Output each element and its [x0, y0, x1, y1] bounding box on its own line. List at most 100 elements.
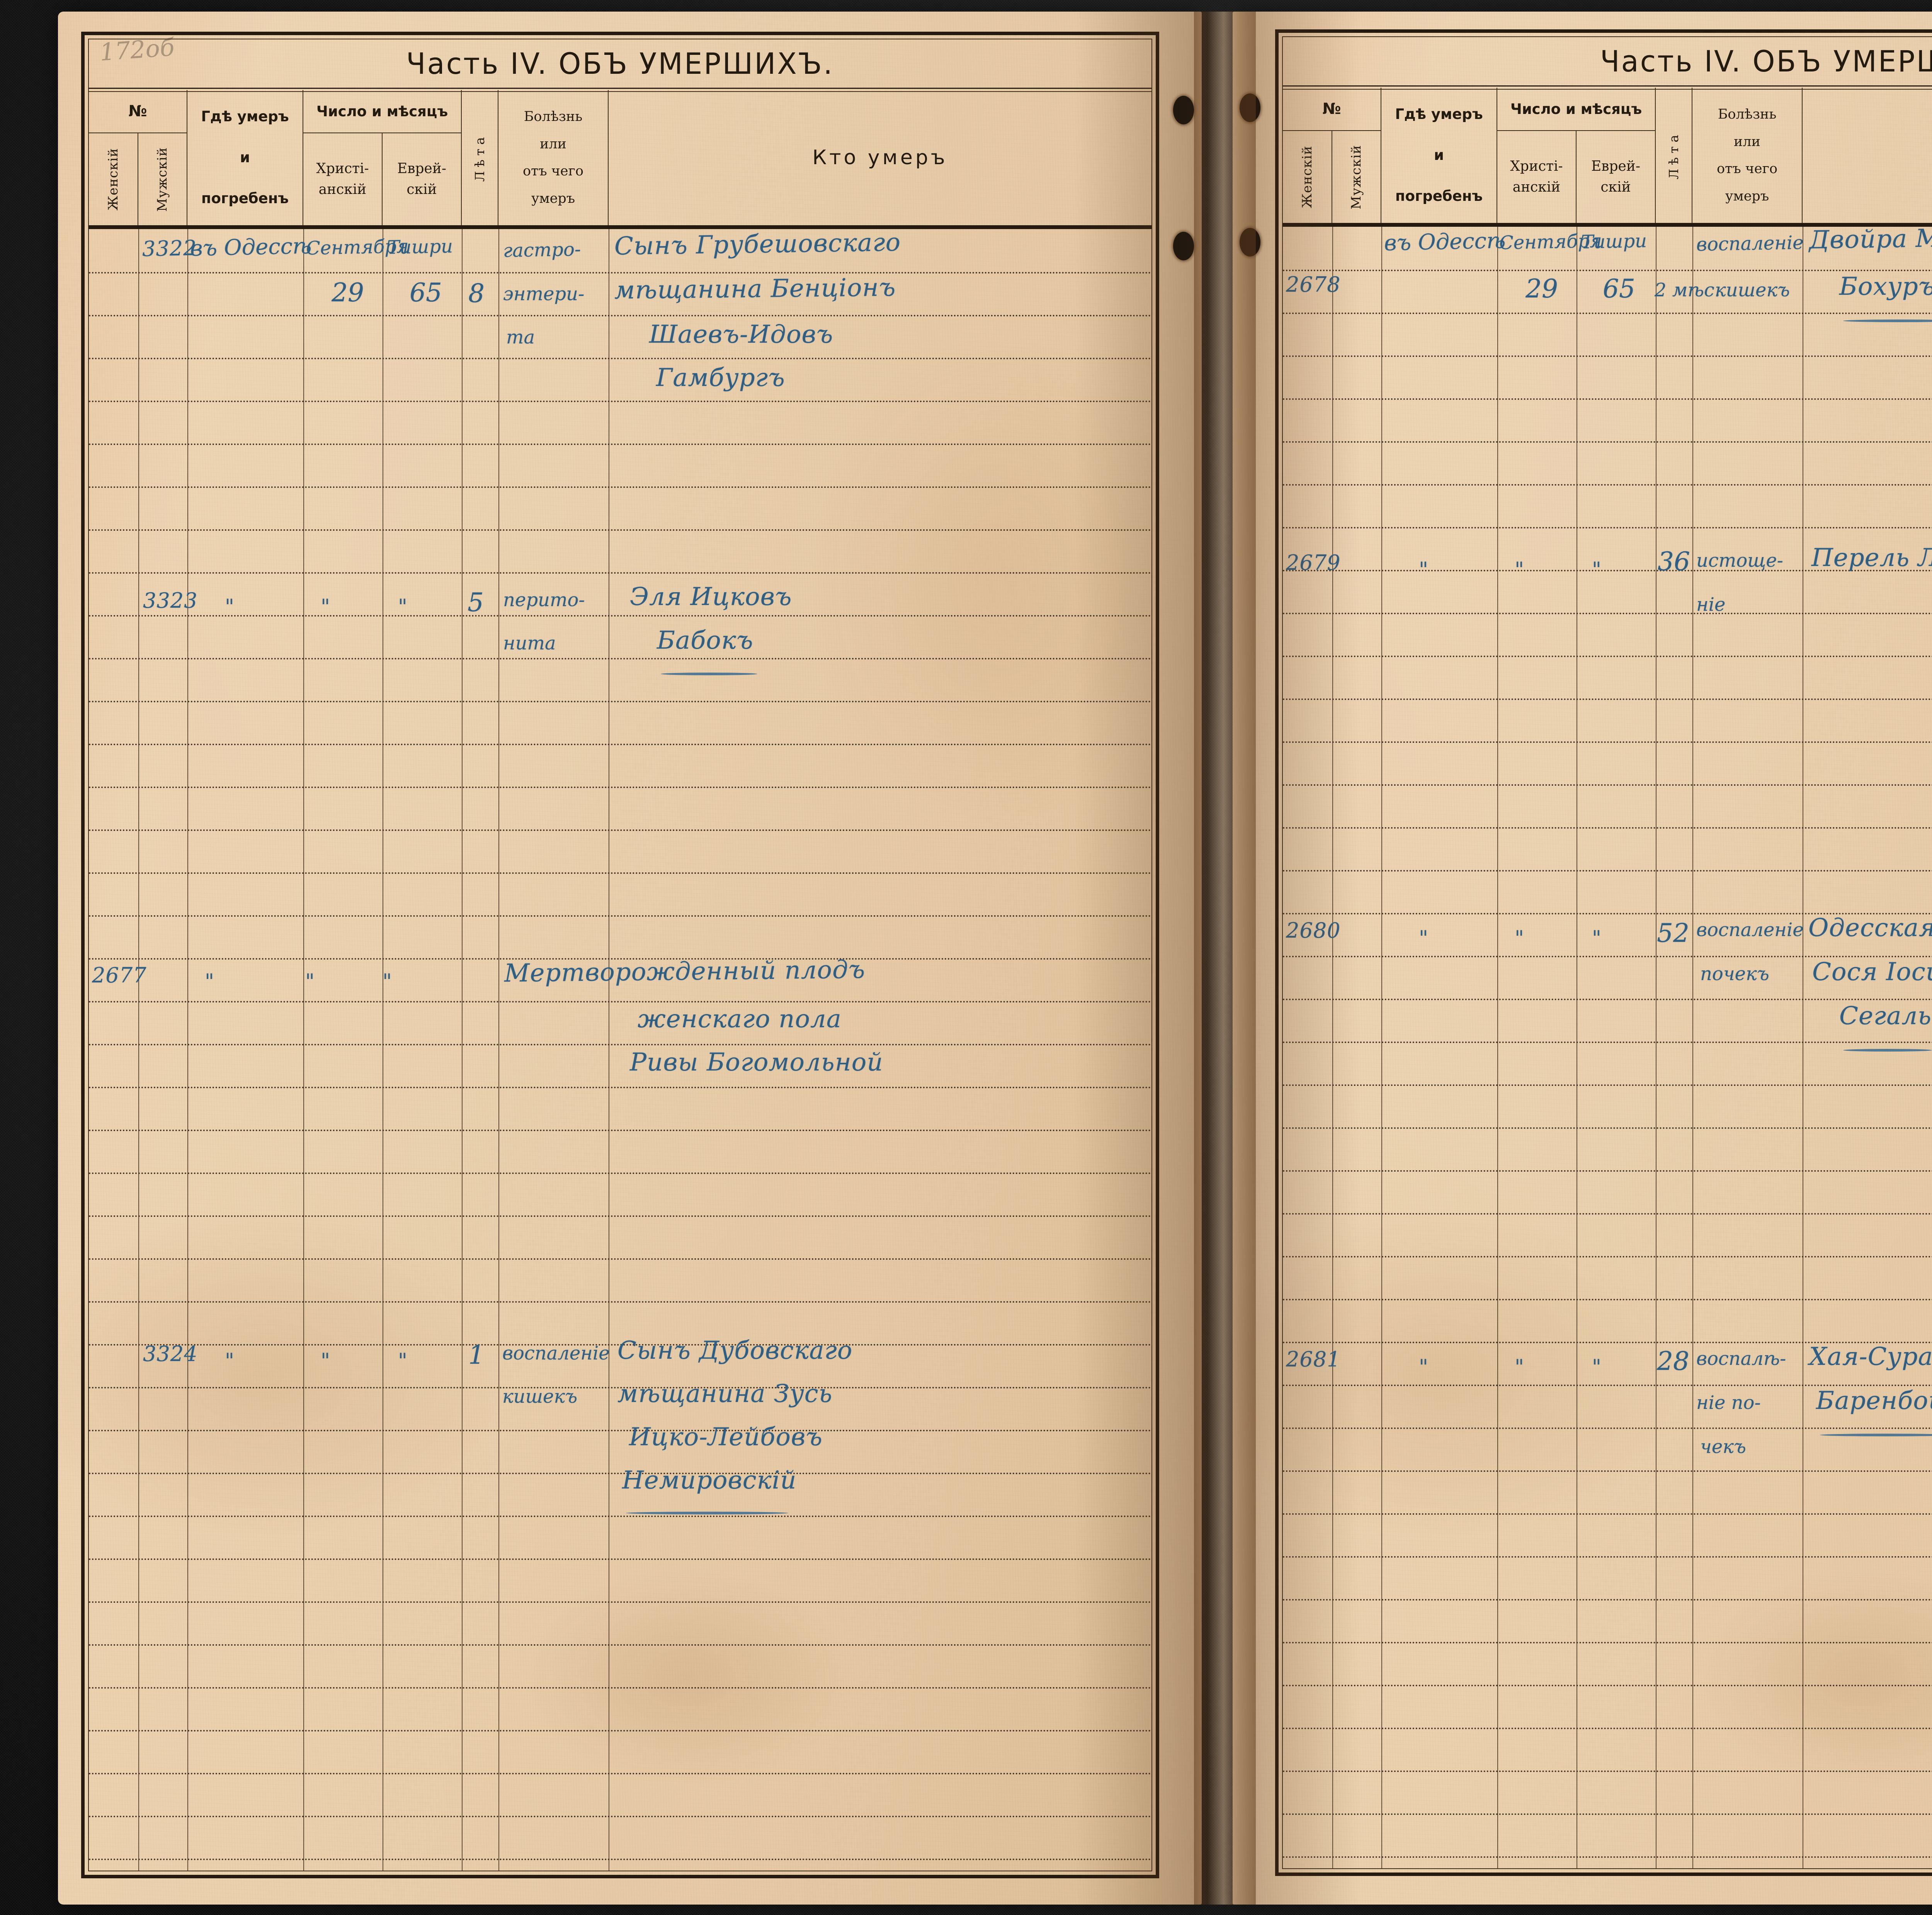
entry-illness-line: почекъ: [1700, 963, 1769, 985]
entry-who-line: Ривы Богомольной: [630, 1048, 883, 1077]
header-male-left: Мужскій: [138, 133, 187, 225]
table-frame-right: Часть IV. ОБЪ УМЕРШИХЪ. № Женскій Мужскі…: [1275, 29, 1932, 1876]
punch-hole: [1240, 228, 1260, 257]
entry-ditto: ": [398, 595, 407, 619]
grid-hline: [1283, 1556, 1932, 1558]
header-where-buried-left: Гдѣ умеръ и погребенъ: [187, 90, 303, 225]
grid-hline: [89, 1172, 1151, 1174]
grid-vline: [1381, 227, 1382, 1868]
entry-jewish-month: Тишри: [1581, 230, 1647, 253]
entry-who-line: Ицко-Лейбовъ: [629, 1423, 823, 1451]
name-underline: [1843, 319, 1932, 322]
entry-years: 36: [1658, 547, 1690, 576]
entry-illness-line: кишекъ: [502, 1386, 577, 1407]
entry-number-male: 3323: [143, 588, 197, 613]
grid-hline: [1283, 1385, 1932, 1386]
book-spread: 172об Часть IV. ОБЪ УМЕРШИХЪ. № Женскій: [58, 12, 1932, 1905]
entry-illness-line: гастро-: [503, 238, 581, 262]
entry-who-line: Двойра Менделевна: [1809, 227, 1932, 255]
entry-illness-line: та: [506, 326, 535, 348]
entry-who-line: Эля Ицковъ: [630, 583, 792, 611]
entry-number-female: 2679: [1286, 551, 1340, 575]
entry-number-female: 2678: [1286, 272, 1340, 297]
grid-hline: [89, 1130, 1151, 1131]
entry-who-line: Шаевъ-Идовъ: [649, 320, 833, 349]
grid-hline: [1283, 1256, 1932, 1257]
grid-hline: [89, 1258, 1151, 1260]
grid-vline: [1497, 227, 1498, 1868]
grid-hline: [1283, 1599, 1932, 1601]
grid-hline: [89, 701, 1151, 702]
grid-hline: [1283, 827, 1932, 829]
grid-hline: [89, 401, 1151, 402]
entry-number-male: 3324: [143, 1342, 197, 1366]
table-header-left: № Женскій Мужскій Гдѣ умеръ и: [89, 90, 1151, 229]
header-years-left: Лѣта: [462, 90, 498, 225]
entry-illness-line: истоще-: [1696, 550, 1783, 571]
grid-hline: [89, 1859, 1151, 1860]
entry-illness-line: ніе: [1696, 594, 1725, 615]
grid-hline: [89, 615, 1151, 617]
entry-illness-line: воспаленіе: [1696, 232, 1804, 255]
grid-hline: [1283, 1299, 1932, 1300]
grid-vline: [1332, 227, 1333, 1868]
entry-who-line: мѣщанина Бенціонъ: [614, 273, 896, 305]
grid-hline: [1283, 398, 1932, 400]
grid-hline: [1283, 527, 1932, 528]
table-header-right: № Женскій Мужскій Гдѣ умеръ и: [1283, 88, 1932, 227]
grid-vline: [303, 229, 304, 1871]
header-number-label-left: №: [89, 90, 187, 133]
grid-hline: [1283, 1213, 1932, 1215]
grid-hline: [89, 1773, 1151, 1774]
grid-hline: [89, 1516, 1151, 1517]
entry-ditto: ": [398, 1349, 407, 1373]
entry-ditto: ": [1419, 558, 1428, 581]
header-years-right: Лѣта: [1656, 88, 1692, 223]
entry-years: 52: [1657, 918, 1689, 948]
entry-ditto: ": [1515, 1356, 1524, 1379]
entry-who-line: мѣщанина Зусь: [617, 1380, 832, 1408]
entry-who-line: Одесская мѣщанка: [1808, 914, 1932, 942]
entry-years: 1: [468, 1340, 485, 1370]
grid-hline: [1283, 999, 1932, 1000]
entry-illness-line: воспалѣ-: [1696, 1348, 1786, 1370]
entry-illness-line: нита: [503, 632, 556, 654]
entry-illness-line: кишекъ: [1715, 279, 1790, 301]
grid-hline: [1283, 1771, 1932, 1772]
grid-hline: [89, 443, 1151, 445]
grid-hline: [89, 829, 1151, 831]
header-where-buried-right: Гдѣ умеръ и погребенъ: [1381, 88, 1497, 223]
entry-where: въ Одессѣ: [190, 233, 312, 261]
entry-who-line: Сося Іосифовна: [1812, 958, 1932, 986]
header-christian-right: Христі- анскій: [1497, 131, 1577, 223]
table-body-right: 2678 въ Одессѣ Сентября 29 Тишри 65 2 мѣ…: [1283, 227, 1932, 1868]
grid-hline: [89, 1730, 1151, 1731]
grid-hline: [1283, 1728, 1932, 1729]
entry-illness-line: перито-: [503, 589, 585, 611]
entry-illness-line: энтери-: [503, 283, 584, 305]
grid-hline: [89, 1601, 1151, 1603]
grid-hline: [89, 658, 1151, 659]
header-illness-right: Болѣзнь или отъ чего умеръ: [1692, 88, 1803, 223]
header-datemonth-right: Число и мѣсяцъ: [1497, 88, 1655, 131]
entry-number-female: 2677: [92, 963, 146, 987]
entry-who-line: Мертворожденный плодъ: [504, 955, 866, 988]
name-underline: [1843, 1049, 1932, 1052]
punch-hole: [1173, 96, 1194, 124]
table-frame-inner-right: Часть IV. ОБЪ УМЕРШИХЪ. № Женскій Мужскі…: [1282, 36, 1932, 1869]
entry-ditto: ": [321, 1349, 330, 1373]
header-who-died-left: Кто умеръ: [609, 90, 1151, 225]
page-title-left: Часть IV. ОБЪ УМЕРШИХЪ.: [406, 46, 834, 81]
entry-years: 28: [1657, 1346, 1689, 1376]
entry-ditto: ": [1515, 558, 1524, 581]
grid-hline: [89, 1044, 1151, 1045]
grid-hline: [1283, 741, 1932, 743]
entry-years: 8: [468, 279, 485, 308]
grid-hline: [1283, 355, 1932, 357]
header-date-group-right: Число и мѣсяцъ Христі- анскій Еврей- скі…: [1497, 88, 1656, 223]
entry-illness-line: воспаленіе: [1696, 919, 1804, 941]
grid-hline: [1283, 1470, 1932, 1472]
grid-hline: [1283, 1084, 1932, 1086]
page-title-right: Часть IV. ОБЪ УМЕРШИХЪ.: [1600, 44, 1932, 78]
grid-vline: [498, 229, 499, 1871]
